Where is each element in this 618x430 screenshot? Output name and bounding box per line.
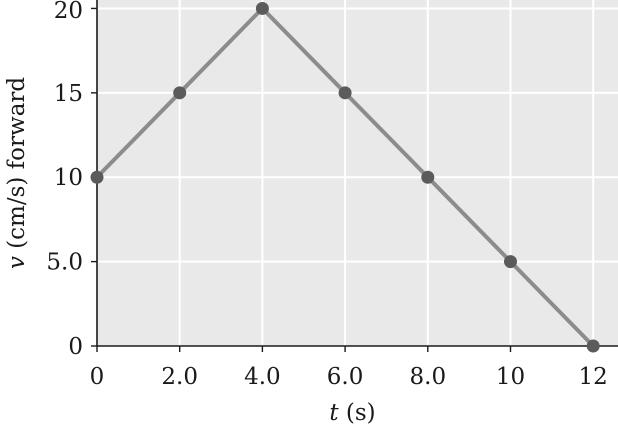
- plot-area: [97, 0, 618, 346]
- data-point-4: [421, 170, 435, 184]
- data-point-1: [173, 86, 187, 100]
- y-tick-label-1: 5.0: [46, 250, 83, 276]
- x-tick-label-0: 0: [90, 364, 105, 390]
- x-tick-label-3: 6.0: [327, 364, 364, 390]
- y-tick-label-3: 15: [54, 81, 83, 107]
- x-axis-label-symbol: t: [329, 400, 339, 426]
- x-tick-label-5: 10: [496, 364, 525, 390]
- x-tick-labels: 0 2.0 4.0 6.0 8.0 10 12: [90, 364, 608, 390]
- data-point-5: [503, 255, 517, 269]
- y-axis-label-symbol: v: [4, 256, 30, 269]
- y-tick-labels: 0 5.0 10 15 20: [46, 0, 83, 360]
- x-tick-label-6: 12: [579, 364, 608, 390]
- series-velocity: [90, 1, 600, 353]
- y-tick-label-4: 20: [54, 0, 83, 24]
- data-point-0: [90, 170, 104, 184]
- data-point-2: [255, 1, 269, 15]
- x-tick-label-1: 2.0: [161, 364, 198, 390]
- x-tick-label-4: 8.0: [410, 364, 447, 390]
- x-tick-label-2: 4.0: [244, 364, 281, 390]
- x-axis-label-unit: (s): [339, 400, 376, 426]
- y-tick-label-0: 0: [68, 334, 83, 360]
- x-axis-label: t (s): [329, 400, 375, 426]
- y-tick-label-2: 10: [54, 165, 83, 191]
- data-point-6: [586, 339, 600, 353]
- data-point-3: [338, 86, 352, 100]
- y-axis-label-unit: (cm/s) forward: [4, 77, 30, 257]
- y-axis-label: v (cm/s) forward: [4, 77, 30, 270]
